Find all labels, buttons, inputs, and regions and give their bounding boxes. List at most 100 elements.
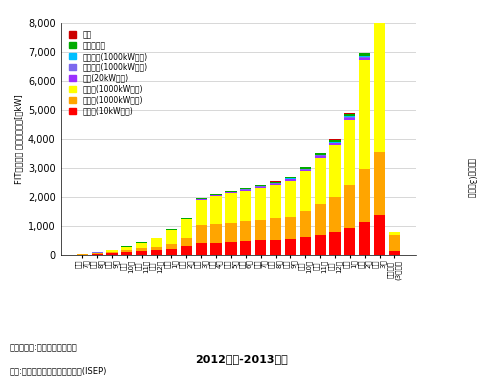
Legend: 地熱, バイオマス, 中小水力(1000kW未満), 中小水力(1000kW以上), 風力(20kW以上), 太陽光(1000kW以上), 太陽光(1000kW: 地熱, バイオマス, 中小水力(1000kW未満), 中小水力(1000kW以上…	[68, 29, 148, 116]
Bar	[330, 143, 341, 145]
Bar	[240, 190, 251, 221]
Bar	[226, 193, 237, 223]
Text: 2012年度-2013年度: 2012年度-2013年度	[196, 354, 288, 364]
Bar	[389, 235, 400, 251]
Bar	[255, 185, 266, 186]
Bar	[211, 194, 222, 195]
Bar	[211, 195, 222, 196]
Bar	[166, 243, 177, 249]
Bar	[374, 215, 385, 255]
Text: 作成:環境エネルギー政策研究所(ISEP): 作成:環境エネルギー政策研究所(ISEP)	[10, 366, 107, 375]
Bar	[240, 221, 251, 241]
Y-axis label: FIT設備認定 累積設備容量[万kW]: FIT設備認定 累積設備容量[万kW]	[15, 94, 24, 184]
Bar	[300, 169, 311, 170]
Bar	[106, 250, 118, 252]
Bar	[344, 117, 355, 118]
Bar	[330, 145, 341, 197]
Bar	[121, 250, 133, 252]
Bar	[151, 238, 162, 247]
Bar	[196, 200, 207, 225]
Bar	[300, 237, 311, 255]
Bar	[211, 243, 222, 255]
Bar	[226, 223, 237, 242]
Bar	[344, 228, 355, 255]
Bar	[106, 253, 118, 255]
Bar	[285, 180, 296, 217]
Bar	[285, 239, 296, 255]
Bar	[151, 250, 162, 255]
Bar	[181, 218, 192, 219]
Bar	[359, 60, 370, 169]
Bar	[344, 118, 355, 120]
Bar	[330, 142, 341, 144]
Bar	[196, 225, 207, 243]
Bar	[330, 140, 341, 142]
Bar	[374, 152, 385, 215]
Bar	[374, 0, 385, 152]
Bar	[211, 196, 222, 224]
Bar	[359, 222, 370, 255]
Bar	[196, 243, 207, 255]
Text: データ出典:資源エネルギー庁: データ出典:資源エネルギー庁	[10, 343, 77, 352]
Bar	[255, 220, 266, 240]
Bar	[285, 216, 296, 239]
Bar	[389, 233, 400, 235]
Bar	[315, 156, 326, 158]
Bar	[344, 116, 355, 117]
Bar	[211, 224, 222, 243]
Bar	[359, 53, 370, 56]
Bar	[121, 252, 133, 255]
Bar	[76, 254, 88, 255]
Bar	[270, 185, 281, 218]
Bar	[226, 191, 237, 192]
Bar	[389, 251, 400, 255]
Bar	[255, 187, 266, 188]
Bar	[121, 247, 133, 250]
Bar	[315, 155, 326, 156]
Bar	[285, 177, 296, 178]
Bar	[226, 192, 237, 193]
Bar	[285, 178, 296, 179]
Bar	[359, 58, 370, 60]
Bar	[240, 188, 251, 189]
Bar	[300, 170, 311, 171]
Bar	[300, 167, 311, 169]
Bar	[315, 204, 326, 235]
Bar	[151, 247, 162, 250]
Bar	[270, 240, 281, 255]
Bar	[270, 182, 281, 183]
Text: 運転開始(3月末）: 運転開始(3月末）	[468, 158, 476, 198]
Bar	[315, 235, 326, 255]
Bar	[359, 57, 370, 58]
Bar	[181, 219, 192, 238]
Bar	[315, 158, 326, 204]
Bar	[270, 183, 281, 184]
Bar	[91, 253, 103, 254]
Bar	[166, 249, 177, 255]
Bar	[300, 171, 311, 211]
Bar	[181, 238, 192, 247]
Bar	[359, 56, 370, 57]
Bar	[255, 188, 266, 220]
Bar	[330, 197, 341, 233]
Bar	[136, 243, 147, 248]
Bar	[255, 240, 266, 255]
Bar	[196, 198, 207, 199]
Bar	[226, 242, 237, 255]
Bar	[181, 247, 192, 255]
Bar	[270, 218, 281, 240]
Bar	[344, 185, 355, 228]
Bar	[136, 251, 147, 255]
Bar	[344, 113, 355, 116]
Bar	[136, 248, 147, 251]
Bar	[270, 184, 281, 185]
Bar	[91, 254, 103, 255]
Bar	[106, 252, 118, 253]
Bar	[315, 153, 326, 155]
Bar	[359, 169, 370, 222]
Bar	[330, 233, 341, 255]
Bar	[344, 120, 355, 185]
Bar	[196, 199, 207, 200]
Bar	[240, 241, 251, 255]
Bar	[166, 230, 177, 243]
